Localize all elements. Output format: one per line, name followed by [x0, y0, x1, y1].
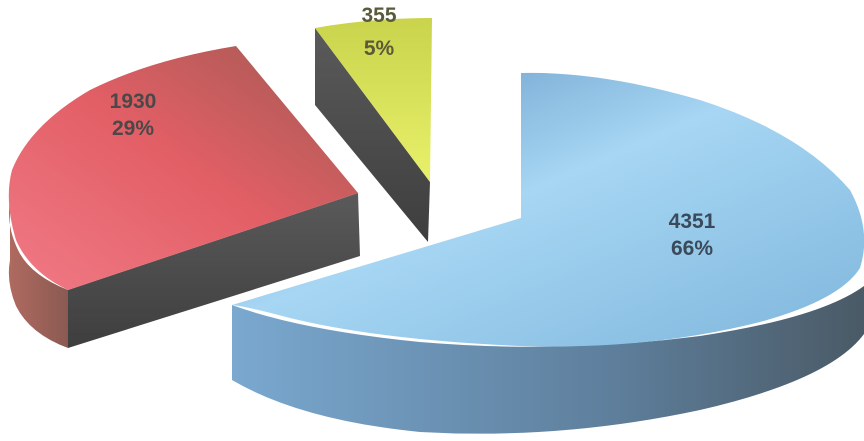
slice-2-side [315, 28, 430, 242]
slice-0-value: 4351 [669, 210, 716, 233]
pie-slice-1 [8, 46, 360, 348]
slice-0-rim [232, 286, 864, 434]
slice-0-label: 4351 66% [669, 210, 716, 260]
pie-slice-2 [315, 18, 432, 242]
slice-1-percent: 29% [112, 117, 154, 140]
slice-2-top [315, 18, 432, 182]
pie-slice-0 [232, 72, 864, 434]
slice-0-top [232, 72, 864, 347]
slice-2-value: 355 [361, 4, 396, 27]
slice-1-top [8, 46, 359, 290]
slice-2-label: 355 5% [361, 4, 396, 60]
slice-1-value: 1930 [110, 90, 157, 113]
slice-1-rim [8, 200, 68, 348]
slice-2-percent: 5% [364, 37, 395, 60]
slice-0-percent: 66% [671, 237, 713, 260]
slice-1-side [68, 193, 360, 348]
slice-1-label: 1930 29% [110, 90, 157, 140]
